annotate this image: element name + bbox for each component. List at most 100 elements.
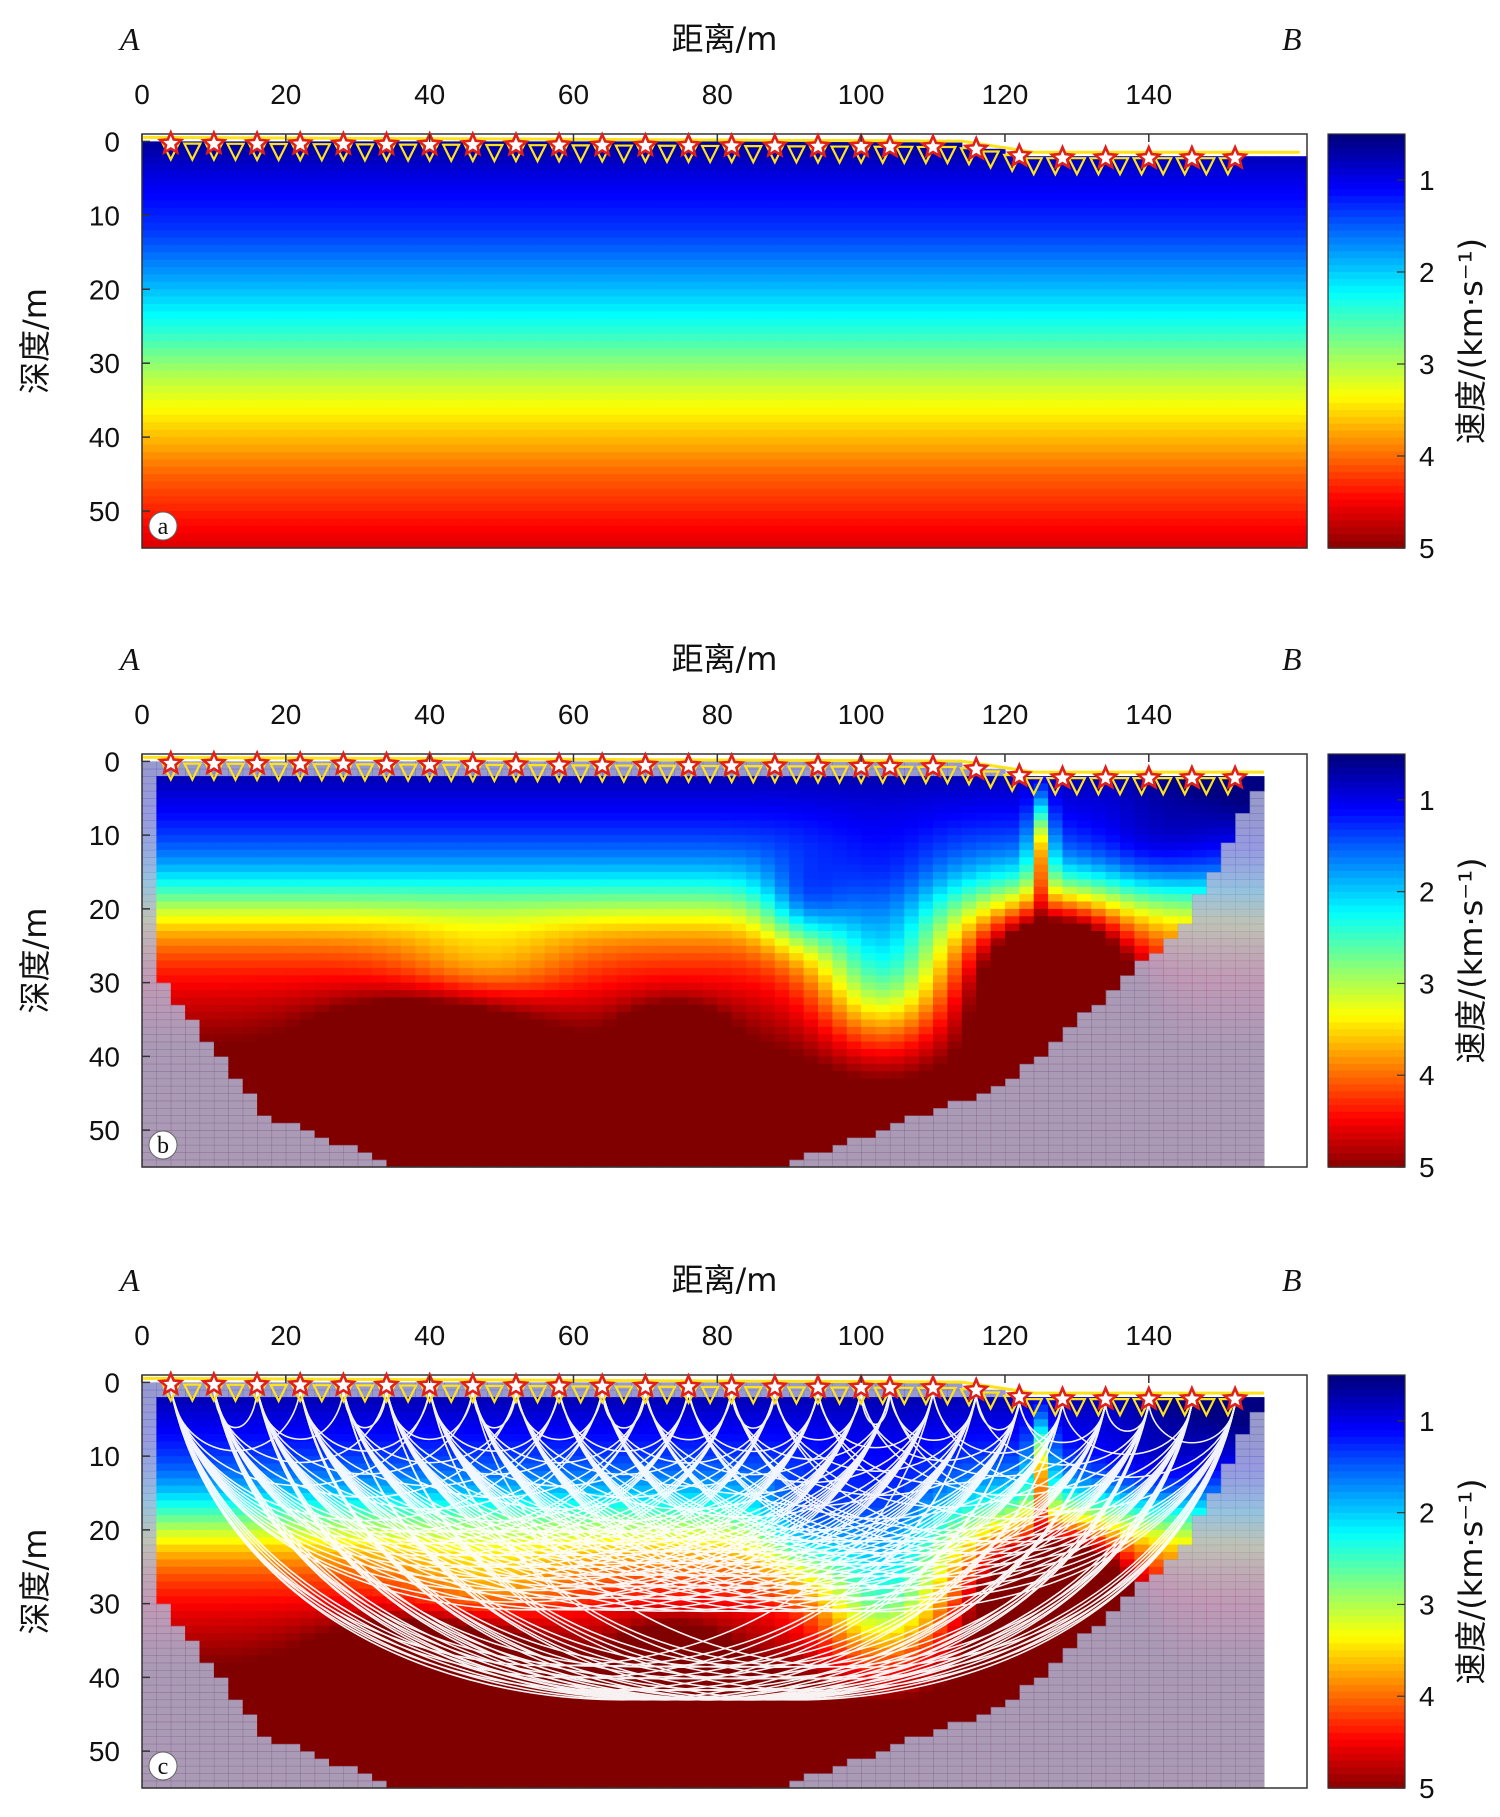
velocity-cell [889, 148, 905, 157]
velocity-cell [199, 200, 215, 209]
velocity-cell [1177, 311, 1193, 320]
velocity-cell [1235, 422, 1251, 431]
velocity-cell [544, 429, 560, 438]
velocity-cell [300, 503, 316, 512]
velocity-cell [544, 207, 560, 216]
velocity-cell [1163, 289, 1179, 298]
velocity-cell [659, 304, 675, 312]
velocity-cell [1005, 244, 1020, 253]
velocity-cell [803, 451, 819, 460]
velocity-cell [1249, 237, 1265, 246]
velocity-cell [918, 289, 934, 298]
unsampled-mask-cell [170, 1049, 186, 1057]
velocity-cell [1206, 171, 1222, 179]
velocity-cell [731, 311, 747, 320]
velocity-cell [674, 407, 690, 416]
velocity-cell [746, 171, 762, 179]
velocity-cell [702, 444, 718, 453]
velocity-cell [1148, 230, 1164, 239]
velocity-cell [156, 281, 172, 290]
velocity-cell [213, 333, 229, 342]
velocity-cell [1177, 207, 1193, 216]
velocity-cell [961, 466, 977, 475]
unsampled-mask-cell [185, 768, 201, 777]
velocity-cell [918, 466, 934, 475]
velocity-cell [789, 163, 805, 172]
velocity-cell [1148, 429, 1164, 438]
velocity-cell [559, 200, 575, 209]
velocity-cell [1105, 400, 1121, 409]
colorbar-swatch [1328, 244, 1405, 253]
velocity-cell [1278, 156, 1294, 165]
velocity-cell [458, 511, 474, 519]
velocity-cell [314, 488, 330, 497]
velocity-cell [760, 518, 776, 527]
velocity-cell [1278, 481, 1294, 490]
velocity-cell [170, 156, 186, 165]
velocity-cell [789, 341, 805, 349]
velocity-cell [1019, 341, 1035, 349]
velocity-cell [285, 178, 301, 187]
velocity-cell [587, 333, 603, 342]
velocity-cell [1076, 207, 1092, 216]
velocity-cell [990, 474, 1006, 483]
velocity-cell [400, 267, 416, 276]
velocity-cell [774, 230, 790, 239]
velocity-cell [142, 429, 157, 438]
velocity-cell [1206, 385, 1222, 394]
velocity-cell [329, 259, 344, 268]
velocity-cell [1278, 466, 1294, 475]
velocity-cell [1105, 318, 1121, 327]
velocity-cell [501, 207, 517, 216]
velocity-cell [746, 429, 762, 438]
velocity-cell [645, 222, 661, 231]
source-star [962, 134, 990, 161]
velocity-cell [674, 200, 690, 209]
velocity-cell [904, 252, 920, 261]
velocity-cell [228, 540, 244, 549]
velocity-cell [803, 281, 819, 290]
velocity-cell [1220, 259, 1236, 268]
velocity-cell [1005, 333, 1020, 342]
velocity-cell [990, 333, 1006, 342]
velocity-cell [1235, 355, 1251, 364]
velocity-cell [1062, 481, 1078, 490]
velocity-cell [1177, 422, 1193, 431]
velocity-cell [947, 488, 963, 497]
velocity-cell [846, 518, 862, 527]
velocity-cell [818, 230, 833, 239]
velocity-cell [1177, 444, 1193, 453]
velocity-cell [530, 193, 546, 202]
velocity-cell [257, 385, 273, 394]
velocity-cell [861, 459, 877, 468]
velocity-cell [343, 311, 359, 320]
velocity-cell [142, 326, 157, 335]
velocity-cell [861, 163, 877, 172]
velocity-cell [386, 193, 402, 202]
velocity-cell [616, 200, 632, 209]
velocity-cell [1091, 355, 1107, 364]
velocity-cell [947, 267, 963, 276]
velocity-cell [501, 274, 517, 283]
velocity-cell [616, 370, 632, 379]
velocity-cell [343, 407, 359, 416]
velocity-cell [415, 444, 431, 453]
velocity-cell [717, 444, 733, 453]
velocity-cell [257, 540, 273, 549]
velocity-cell [846, 230, 862, 239]
velocity-cell [1019, 348, 1035, 357]
velocity-cell [357, 407, 373, 416]
velocity-cell [904, 326, 920, 335]
velocity-cell [1076, 326, 1092, 335]
velocity-cell [1062, 540, 1078, 549]
velocity-cell [372, 156, 388, 165]
velocity-cell [832, 429, 848, 438]
velocity-cell [1033, 378, 1049, 386]
velocity-cell [1062, 496, 1078, 505]
velocity-cell [170, 296, 186, 305]
velocity-cell [1134, 378, 1150, 386]
velocity-cell [501, 525, 517, 534]
velocity-cell [185, 215, 201, 224]
velocity-cell [1191, 503, 1207, 512]
unsampled-mask-cell [142, 1085, 157, 1094]
